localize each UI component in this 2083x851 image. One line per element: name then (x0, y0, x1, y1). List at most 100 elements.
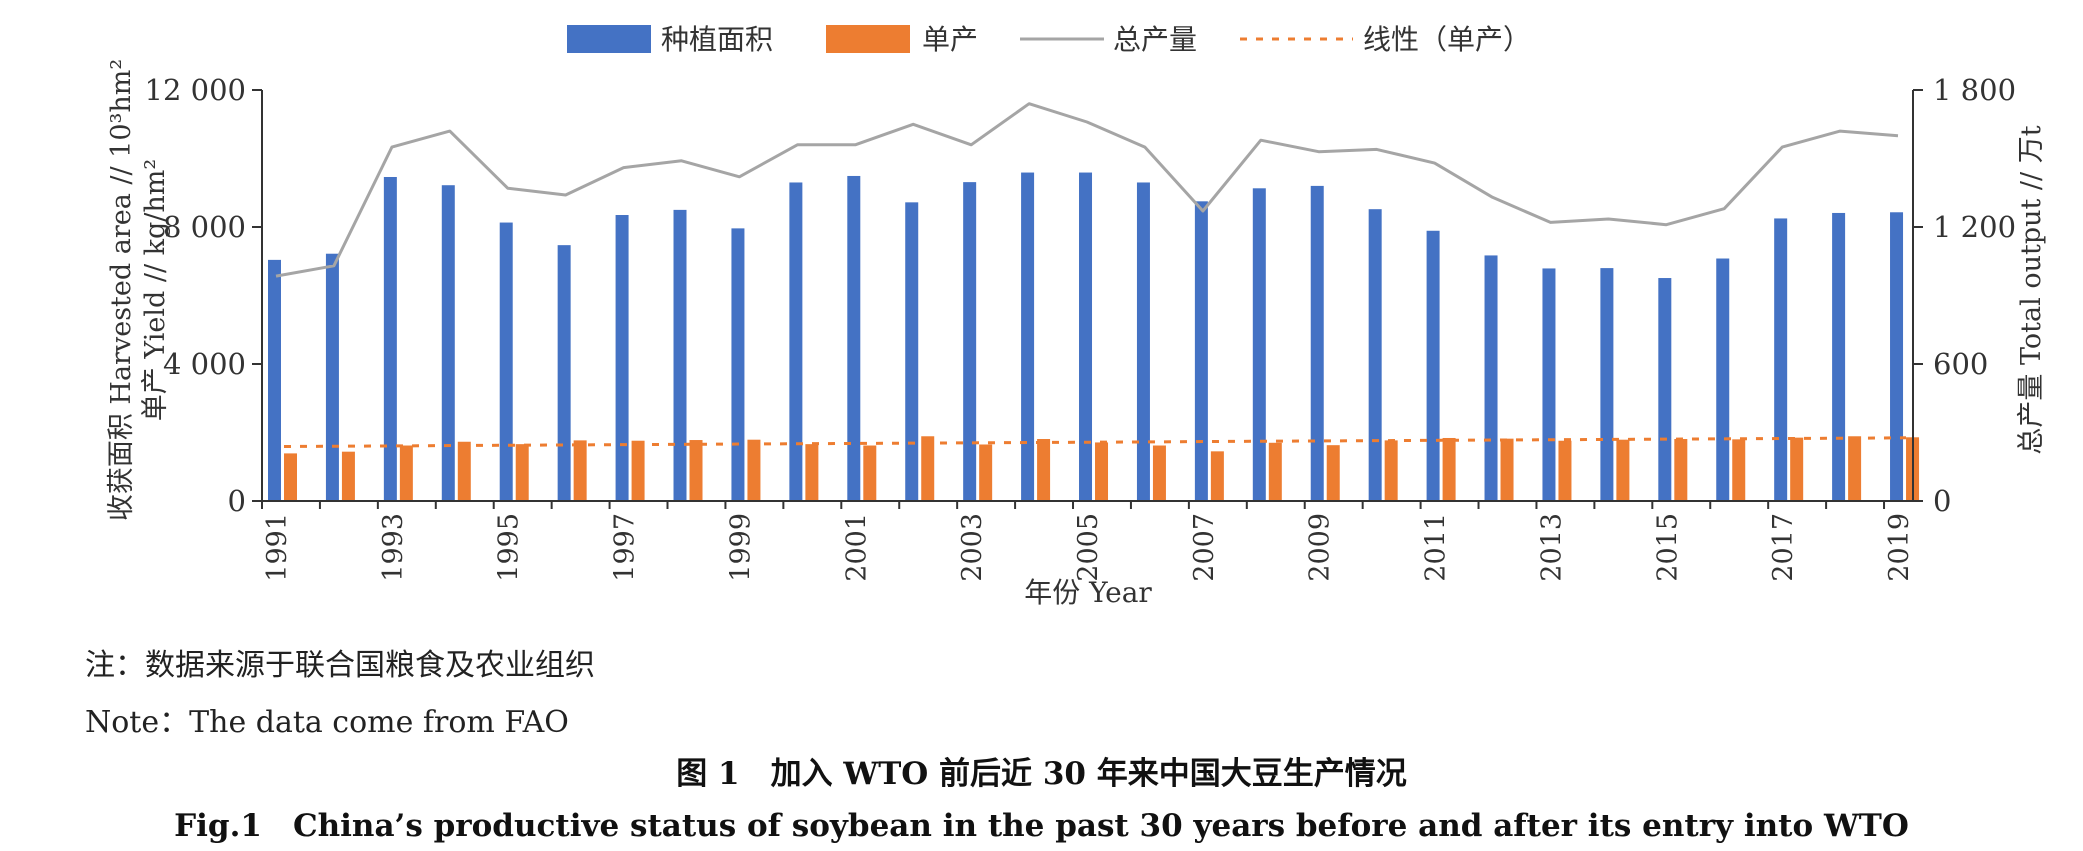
x-tick-label: 2001 (841, 513, 872, 582)
data-source-note-en: Note：The data come from FAO (85, 705, 569, 740)
x-tick-label: 2013 (1537, 513, 1568, 582)
bar-area-2016 (1716, 258, 1730, 501)
bar-area-2009 (1310, 185, 1324, 501)
x-tick-label: 2011 (1421, 513, 1452, 582)
bar-area-1991 (268, 259, 281, 501)
x-tick-label: 2007 (1189, 513, 1220, 582)
bar-area-1998 (673, 209, 687, 501)
bar-yield-2013 (1558, 440, 1572, 501)
bar-yield-2017 (1790, 437, 1804, 501)
x-tick-label: 2005 (1073, 513, 1104, 582)
x-tick-label: 2017 (1768, 513, 1799, 582)
x-tick-label: 2019 (1884, 513, 1915, 582)
bar-area-2011 (1426, 230, 1440, 501)
bar-yield-2001 (863, 445, 877, 501)
bar-yield-2011 (1442, 437, 1456, 501)
bar-area-2004 (1021, 172, 1035, 502)
figure-caption-en: Fig.1 China’s productive status of soybe… (174, 808, 1909, 844)
bar-yield-2018 (1848, 436, 1862, 501)
bar-area-1996 (557, 245, 571, 501)
bar-yield-2008 (1268, 442, 1282, 501)
bar-area-2008 (1252, 188, 1266, 502)
y-axis-left-label-line1: 收获面积 Harvested area // 10³hm² (106, 59, 137, 521)
x-tick-label: 2009 (1305, 513, 1336, 582)
bar-area-2018 (1832, 212, 1846, 501)
chart-legend: 种植面积 单产 总产量 线性（单产） (567, 23, 1531, 56)
bar-yield-2005 (1095, 442, 1109, 501)
bar-yield-2003 (979, 444, 993, 501)
y-axis-left-label-line2: 单产 Yield // kg/hm² (140, 159, 171, 421)
x-tick-label: 1991 (262, 513, 293, 582)
bar-area-1997 (615, 215, 629, 501)
bar-area-1999 (731, 228, 745, 501)
y-axis-right-label: 总产量 Total output // 万t (2016, 125, 2047, 454)
bar-yield-1992 (341, 451, 355, 501)
bar-area-2017 (1774, 218, 1788, 501)
y-right-tick-label: 600 (1933, 347, 1988, 381)
x-tick-label: 1995 (494, 513, 525, 582)
y-axis-left-title: 收获面积 Harvested area // 10³hm² 单产 Yield /… (106, 59, 171, 521)
x-axis-ticks: 1991 1993 1995 1997 1999 2001 2003 2005 2007 2009… (261, 501, 1915, 582)
chart-canvas: 种植面积 单产 总产量 线性（单产） 0 4 000 8 000 12 000 0 60… (106, 23, 2047, 609)
bar-yield-1994 (457, 441, 471, 501)
bar-area-2006 (1136, 182, 1150, 501)
bar-yield-2015 (1674, 439, 1688, 501)
y-right-tick-label: 1 800 (1933, 73, 2016, 107)
bar-area-1994 (441, 185, 455, 501)
y-left-tick-label: 8 000 (163, 210, 246, 244)
bar-area-2002 (905, 202, 919, 501)
bar-yield-2014 (1616, 439, 1630, 501)
legend-label-trend: 线性（单产） (1363, 23, 1531, 56)
line-total-output (275, 102, 1899, 278)
y-axis-left-ticks: 0 4 000 8 000 12 000 (145, 73, 262, 518)
bar-yield-1998 (689, 440, 703, 501)
series-area-bars (268, 172, 1904, 502)
bar-yield-1999 (747, 439, 761, 501)
legend-swatch-yield (826, 25, 910, 53)
bar-area-2013 (1542, 268, 1556, 501)
legend-label-output: 总产量 (1113, 23, 1197, 56)
y-axis-right-title: 总产量 Total output // 万t (2016, 125, 2047, 454)
series-lines (275, 102, 1907, 448)
bar-area-1992 (325, 253, 339, 501)
y-right-tick-label: 0 (1933, 484, 1951, 518)
bar-yield-2007 (1210, 451, 1224, 501)
x-tick-label: 1993 (378, 513, 409, 582)
bar-area-2003 (963, 182, 977, 501)
bar-area-2012 (1484, 255, 1498, 501)
data-source-note-cn: 注：数据来源于联合国粮食及农业组织 (85, 648, 595, 683)
legend-swatch-area (567, 25, 651, 53)
y-right-tick-label: 1 200 (1933, 210, 2016, 244)
figure-caption-cn: 图 1 加入 WTO 前后近 30 年来中国大豆生产情况 (676, 756, 1407, 792)
bar-yield-1996 (573, 440, 587, 501)
bar-area-2000 (789, 182, 803, 501)
x-tick-label: 1997 (610, 513, 641, 582)
bar-area-2010 (1368, 209, 1382, 501)
bar-yield-1997 (631, 440, 645, 501)
bar-area-2005 (1079, 172, 1093, 502)
bar-area-2007 (1194, 201, 1208, 501)
bar-yield-2012 (1500, 438, 1514, 501)
bar-area-2015 (1658, 278, 1672, 501)
bar-yield-2016 (1732, 439, 1746, 501)
bar-yield-1995 (515, 444, 529, 501)
x-tick-label: 2003 (957, 513, 988, 582)
bar-yield-2006 (1152, 445, 1166, 501)
y-left-tick-label: 0 (228, 484, 246, 518)
legend-label-area: 种植面积 (661, 23, 773, 56)
bar-yield-2004 (1037, 439, 1051, 501)
series-yield-bars (284, 436, 1920, 501)
bar-yield-1993 (399, 445, 413, 501)
bar-area-2001 (847, 175, 861, 501)
bar-area-1993 (383, 176, 397, 501)
bar-area-1995 (499, 222, 513, 502)
bar-yield-2000 (805, 444, 819, 501)
y-left-tick-label: 4 000 (163, 347, 246, 381)
bar-yield-1991 (284, 453, 297, 501)
x-tick-label: 1999 (725, 513, 756, 582)
bar-area-2014 (1600, 268, 1614, 501)
bar-area-2019 (1890, 212, 1904, 501)
x-axis-label: 年份 Year (1024, 576, 1152, 609)
y-left-tick-label: 12 000 (145, 73, 246, 107)
legend-label-yield: 单产 (922, 23, 978, 56)
